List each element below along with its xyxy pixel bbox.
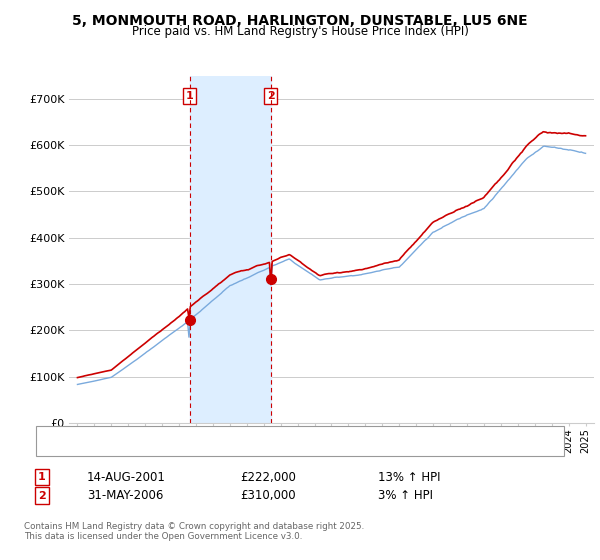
Text: 1: 1 xyxy=(186,91,193,101)
Text: Price paid vs. HM Land Registry's House Price Index (HPI): Price paid vs. HM Land Registry's House … xyxy=(131,25,469,39)
Text: 1: 1 xyxy=(38,472,46,482)
Text: 13% ↑ HPI: 13% ↑ HPI xyxy=(378,470,440,484)
Text: £222,000: £222,000 xyxy=(240,470,296,484)
Text: 2: 2 xyxy=(38,491,46,501)
Text: 5, MONMOUTH ROAD, HARLINGTON, DUNSTABLE, LU5 6NE: 5, MONMOUTH ROAD, HARLINGTON, DUNSTABLE,… xyxy=(72,14,528,28)
Text: 5, MONMOUTH ROAD, HARLINGTON, DUNSTABLE, LU5 6NE (detached house): 5, MONMOUTH ROAD, HARLINGTON, DUNSTABLE,… xyxy=(83,429,482,439)
Text: 2: 2 xyxy=(267,91,275,101)
Text: 14-AUG-2001: 14-AUG-2001 xyxy=(87,470,166,484)
Text: HPI: Average price, detached house, Central Bedfordshire: HPI: Average price, detached house, Cent… xyxy=(83,444,385,454)
Text: Contains HM Land Registry data © Crown copyright and database right 2025.
This d: Contains HM Land Registry data © Crown c… xyxy=(24,522,364,542)
Bar xyxy=(190,76,271,423)
Text: £310,000: £310,000 xyxy=(240,489,296,502)
Text: 31-MAY-2006: 31-MAY-2006 xyxy=(87,489,163,502)
Text: 3% ↑ HPI: 3% ↑ HPI xyxy=(378,489,433,502)
